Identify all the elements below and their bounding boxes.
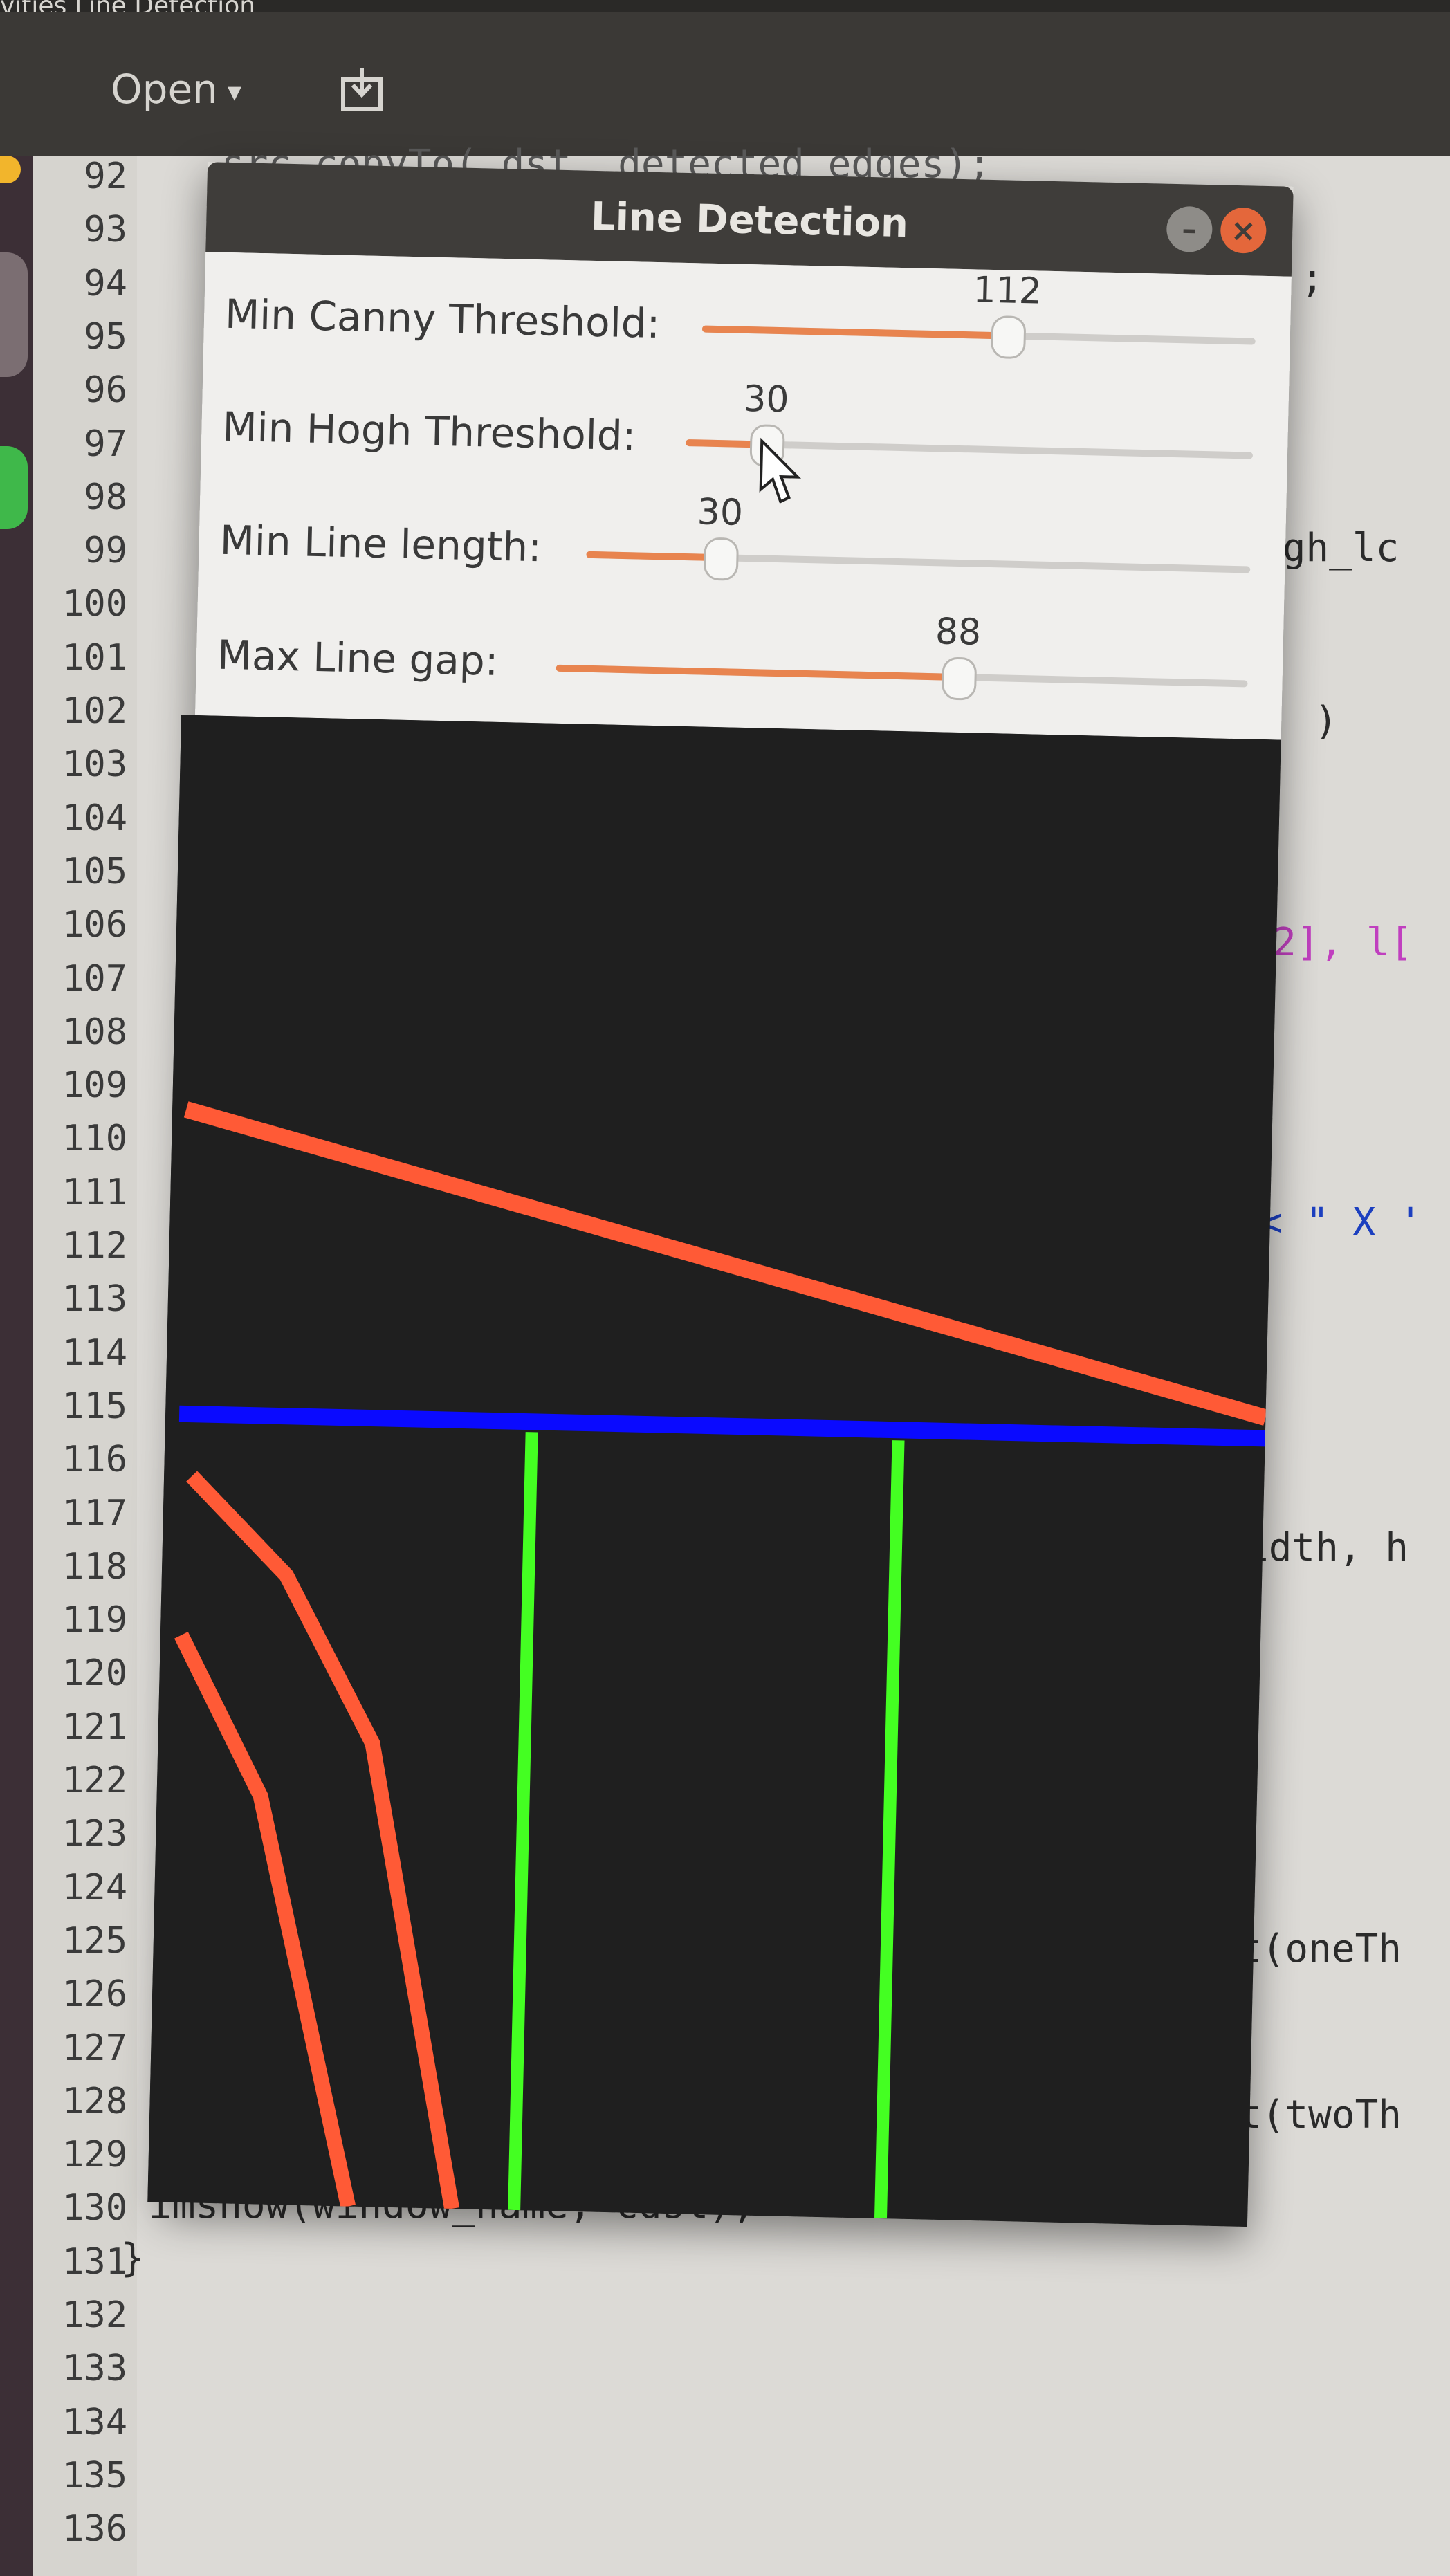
line-number: 97 — [84, 423, 127, 465]
line-number: 108 — [62, 1011, 127, 1053]
line-number: 127 — [62, 2027, 127, 2069]
slider-fill — [701, 325, 1007, 340]
line-number: 111 — [62, 1171, 127, 1213]
line-number: 136 — [62, 2508, 127, 2550]
line-number: 98 — [84, 476, 127, 518]
min-hough-threshold-value: 30 — [742, 378, 790, 421]
line-number: 123 — [62, 1813, 127, 1855]
line-number: 110 — [62, 1118, 127, 1160]
line-number: 106 — [62, 904, 127, 946]
min-line-length-label: Min Line length: — [219, 516, 542, 571]
open-button-label: Open — [111, 66, 218, 113]
dock-app-icon[interactable] — [0, 252, 28, 377]
line-number: 101 — [62, 636, 127, 679]
line-number: 119 — [62, 1599, 127, 1641]
line-number: 129 — [62, 2134, 127, 2176]
mouse-pointer-icon — [759, 437, 802, 504]
line-number: 114 — [62, 1332, 127, 1374]
line-number: 134 — [62, 2401, 127, 2443]
line-number: 124 — [62, 1866, 127, 1908]
line-number: 99 — [84, 530, 127, 572]
min-hough-threshold-label: Min Hogh Threshold: — [221, 403, 636, 460]
line-number: 116 — [62, 1439, 127, 1481]
line-number: 109 — [62, 1065, 127, 1107]
max-line-gap-slider[interactable]: 88 — [556, 611, 1248, 701]
line-number: 104 — [62, 797, 127, 839]
detection-output-image — [147, 715, 1281, 2227]
code-line-94[interactable]: ; — [1301, 256, 1324, 301]
line-number: 95 — [84, 315, 127, 358]
code-line-131[interactable]: } — [121, 2236, 145, 2281]
code-line-125[interactable]: t(oneTh — [1238, 1926, 1402, 1971]
line-number: 135 — [62, 2454, 127, 2496]
dock-app-icon[interactable] — [0, 446, 28, 529]
line-number: 92 — [84, 156, 127, 197]
line-number: 102 — [62, 690, 127, 732]
save-icon[interactable] — [338, 66, 386, 114]
line-number: 96 — [84, 369, 127, 412]
line-number: 126 — [62, 1974, 127, 2016]
line-number: 118 — [62, 1545, 127, 1588]
slider-fill — [586, 551, 719, 562]
min-canny-threshold-label: Min Canny Threshold: — [224, 290, 661, 348]
code-line-112[interactable]: < " X ' — [1259, 1200, 1423, 1245]
max-line-gap-value: 88 — [935, 611, 982, 654]
line-number: 115 — [62, 1385, 127, 1427]
code-line-102[interactable]: ) — [1314, 699, 1338, 744]
trackbar-panel: Min Canny Threshold: 112 Min Hogh Thresh… — [195, 252, 1292, 740]
code-line-118[interactable]: idth, h — [1245, 1525, 1409, 1570]
line-number: 121 — [62, 1706, 127, 1748]
slider-thumb[interactable] — [703, 537, 740, 581]
detected-line-blue — [178, 1405, 1266, 1447]
min-line-length-slider[interactable]: 30 — [586, 491, 1251, 581]
line-number: 112 — [62, 1225, 127, 1267]
slider-fill — [556, 664, 957, 681]
line-number: 128 — [62, 2080, 127, 2122]
min-canny-threshold-value: 112 — [972, 269, 1043, 313]
open-button[interactable]: Open ▾ — [111, 66, 241, 113]
line-number: 120 — [62, 1653, 127, 1695]
line-number: 94 — [84, 262, 127, 304]
min-canny-threshold-slider[interactable]: 112 — [701, 269, 1256, 360]
detected-line-red — [174, 1632, 356, 2208]
line-number: 122 — [62, 1760, 127, 1801]
editor-header-bar: vities Line Detection Open ▾ — [0, 0, 1450, 156]
code-line-128[interactable]: t(twoTh — [1238, 2092, 1402, 2137]
code-line-107[interactable]: 2], l[ — [1273, 920, 1413, 965]
detected-line-green — [508, 1432, 538, 2211]
slider-thumb[interactable] — [991, 315, 1027, 360]
line-number: 117 — [62, 1492, 127, 1534]
detected-line-green — [874, 1440, 905, 2219]
line-number: 133 — [62, 2348, 127, 2390]
line-number: 100 — [62, 583, 127, 625]
line-number: 130 — [62, 2187, 127, 2229]
line-number-gutter: 92 93 94 95 96 97 98 99 100 101 102 103 104 105 106 107… — [33, 156, 137, 2576]
caret-down-icon: ▾ — [227, 75, 241, 108]
line-number: 131 — [62, 2241, 127, 2283]
slider-thumb[interactable] — [941, 656, 978, 701]
dock-app-icon[interactable] — [0, 156, 21, 183]
detected-line-red — [183, 1101, 1268, 1426]
line-number: 113 — [62, 1278, 127, 1321]
line-detection-window: Line Detection – × Min Canny Threshold: … — [147, 162, 1294, 2227]
image-background — [147, 715, 1281, 2227]
window-title: Line Detection — [590, 194, 909, 247]
launcher-dock — [0, 156, 33, 2576]
line-number: 103 — [62, 744, 127, 786]
max-line-gap-label: Max Line gap: — [217, 631, 499, 685]
line-number: 132 — [62, 2294, 127, 2336]
editor-window-title: vities Line Detection — [0, 0, 1450, 12]
line-number: 125 — [62, 1920, 127, 1962]
detected-line-red — [186, 1471, 460, 2210]
line-number: 105 — [62, 850, 127, 892]
line-number: 107 — [62, 957, 127, 1000]
line-number: 93 — [84, 209, 127, 251]
